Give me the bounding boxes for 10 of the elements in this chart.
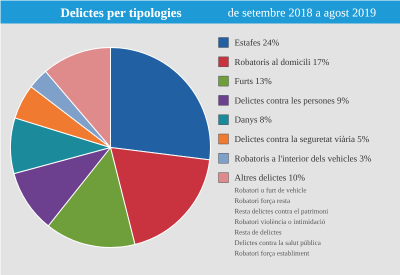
chart-title: Delictes per tipologies [60,5,182,20]
legend-label: Delictes contra les persones 9% [234,95,350,106]
legend-label: Robatoris al domicili 17% [234,56,330,67]
legend-label: Estafes 24% [234,38,280,48]
chart-subtitle: de setembre 2018 a agost 2019 [228,6,376,20]
legend-label: Altres delictes 10% [234,172,306,183]
legend-label: Furts 13% [234,76,272,86]
legend-label: Delictes contra la seguretat viària 5% [234,134,370,144]
legend-label: Danys 8% [234,114,272,125]
legend-label: Robatoris a l'interior dels vehicles 3% [234,153,372,164]
